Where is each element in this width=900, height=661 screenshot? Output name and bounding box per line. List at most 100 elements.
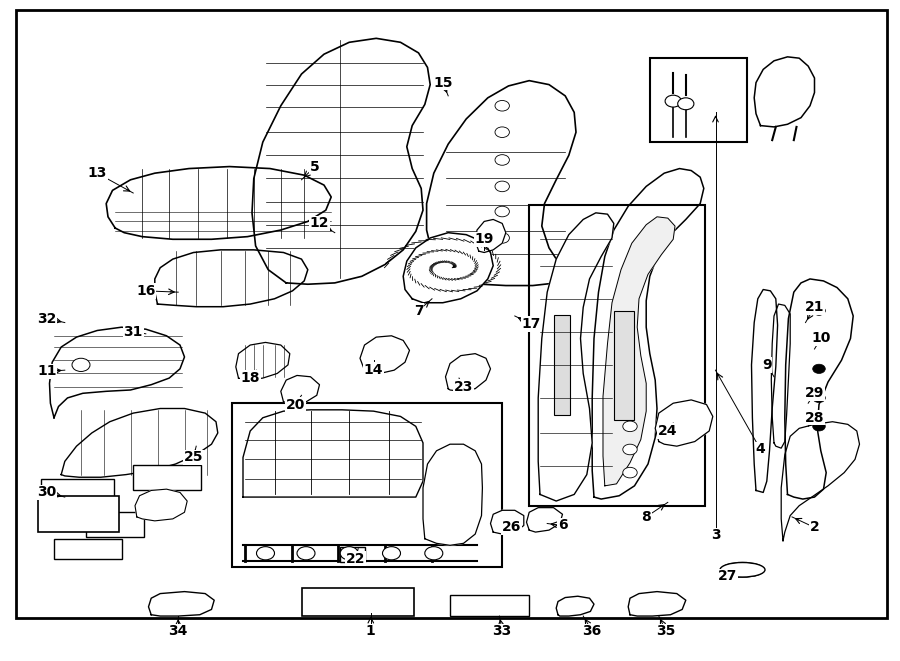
Text: 35: 35 xyxy=(656,624,676,639)
Text: 13: 13 xyxy=(87,166,107,180)
Circle shape xyxy=(678,98,694,110)
Text: 33: 33 xyxy=(492,624,512,639)
Bar xyxy=(38,496,119,532)
Text: 16: 16 xyxy=(136,284,156,298)
Polygon shape xyxy=(403,233,493,303)
Bar xyxy=(232,403,502,567)
Polygon shape xyxy=(236,342,290,380)
Text: 4: 4 xyxy=(756,442,765,457)
Circle shape xyxy=(72,358,90,371)
Bar xyxy=(302,588,414,616)
Ellipse shape xyxy=(720,563,765,577)
Text: 11: 11 xyxy=(37,364,57,379)
Polygon shape xyxy=(360,336,410,373)
Polygon shape xyxy=(628,592,686,616)
Text: 32: 32 xyxy=(37,311,57,326)
Bar xyxy=(529,205,705,506)
Polygon shape xyxy=(155,250,308,307)
Text: 30: 30 xyxy=(37,485,57,500)
Text: 3: 3 xyxy=(711,528,720,543)
Text: 34: 34 xyxy=(168,624,188,639)
Ellipse shape xyxy=(721,563,764,577)
Circle shape xyxy=(495,233,509,243)
Text: 19: 19 xyxy=(474,232,494,247)
Polygon shape xyxy=(538,213,614,501)
Circle shape xyxy=(623,444,637,455)
Text: 2: 2 xyxy=(810,520,819,535)
Bar xyxy=(340,547,365,562)
Polygon shape xyxy=(106,167,331,239)
Polygon shape xyxy=(556,596,594,616)
Polygon shape xyxy=(771,304,790,448)
Polygon shape xyxy=(655,400,713,446)
Text: 5: 5 xyxy=(310,159,320,174)
Circle shape xyxy=(495,181,509,192)
Circle shape xyxy=(495,100,509,111)
Text: 14: 14 xyxy=(364,363,383,377)
Text: 10: 10 xyxy=(811,331,831,346)
Text: 7: 7 xyxy=(414,303,423,318)
Polygon shape xyxy=(526,508,562,532)
Circle shape xyxy=(425,547,443,560)
Polygon shape xyxy=(475,219,506,253)
Text: 26: 26 xyxy=(501,520,521,535)
Bar xyxy=(133,465,201,490)
Text: 24: 24 xyxy=(658,424,678,438)
Text: 12: 12 xyxy=(310,216,329,231)
Text: 28: 28 xyxy=(805,410,824,425)
Text: 36: 36 xyxy=(582,624,602,639)
Polygon shape xyxy=(427,81,576,286)
Circle shape xyxy=(665,95,681,107)
Circle shape xyxy=(495,206,509,217)
Text: 15: 15 xyxy=(433,75,453,90)
Circle shape xyxy=(813,306,825,315)
Polygon shape xyxy=(252,38,430,284)
Circle shape xyxy=(495,127,509,137)
Circle shape xyxy=(256,547,274,560)
Bar xyxy=(650,58,747,142)
Text: 9: 9 xyxy=(762,358,771,372)
Bar xyxy=(54,539,122,559)
Bar xyxy=(40,479,114,509)
Polygon shape xyxy=(50,327,184,418)
Circle shape xyxy=(495,155,509,165)
Polygon shape xyxy=(785,279,853,499)
Circle shape xyxy=(340,547,358,560)
Text: 17: 17 xyxy=(521,317,541,331)
Circle shape xyxy=(813,364,825,373)
Circle shape xyxy=(813,393,825,403)
Bar xyxy=(450,595,529,616)
Text: 6: 6 xyxy=(558,518,567,533)
Polygon shape xyxy=(781,422,860,541)
Circle shape xyxy=(297,547,315,560)
Polygon shape xyxy=(61,408,218,477)
Polygon shape xyxy=(148,592,214,616)
Text: 8: 8 xyxy=(642,510,651,524)
Text: 27: 27 xyxy=(717,569,737,584)
Polygon shape xyxy=(592,169,704,499)
Polygon shape xyxy=(281,375,320,403)
Polygon shape xyxy=(491,510,524,534)
Bar xyxy=(86,512,144,537)
Bar xyxy=(554,315,570,415)
Circle shape xyxy=(813,334,825,343)
Text: 25: 25 xyxy=(184,450,203,465)
Circle shape xyxy=(623,421,637,432)
Text: 20: 20 xyxy=(285,397,305,412)
Polygon shape xyxy=(243,410,423,497)
Circle shape xyxy=(623,467,637,478)
Polygon shape xyxy=(423,444,482,545)
Text: 21: 21 xyxy=(805,300,824,315)
Text: 29: 29 xyxy=(805,386,824,401)
Bar xyxy=(614,311,634,420)
Polygon shape xyxy=(446,354,491,391)
Circle shape xyxy=(813,422,825,431)
Polygon shape xyxy=(135,489,187,521)
Polygon shape xyxy=(752,290,778,492)
Text: 1: 1 xyxy=(366,624,375,639)
Text: 23: 23 xyxy=(454,379,473,394)
Text: 22: 22 xyxy=(346,551,365,566)
Polygon shape xyxy=(754,57,814,127)
Polygon shape xyxy=(603,217,675,486)
Circle shape xyxy=(382,547,400,560)
